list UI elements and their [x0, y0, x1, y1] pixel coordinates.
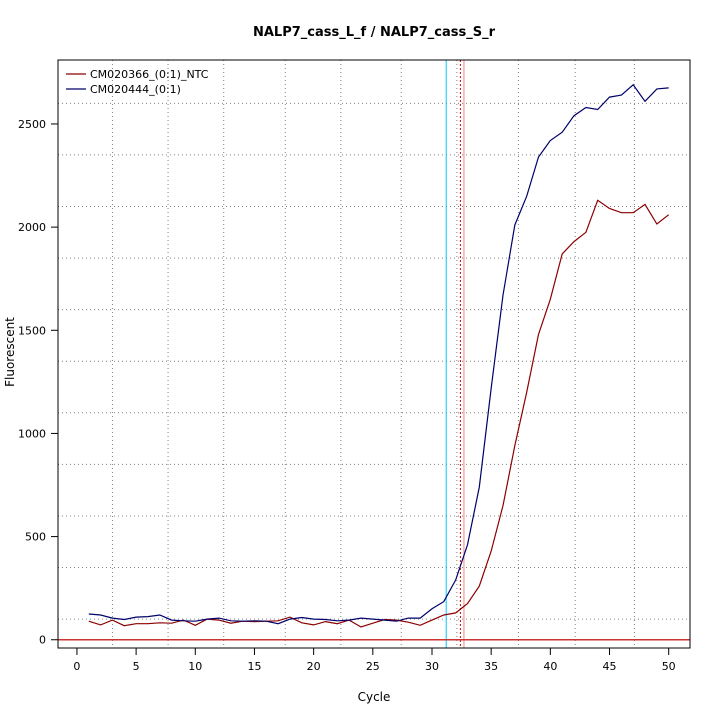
x-tick-label: 0	[73, 660, 80, 673]
reference-lines	[58, 60, 690, 648]
x-tick-label: 30	[425, 660, 439, 673]
series-line	[88, 83, 669, 625]
legend-label: CM020366_(0:1)_NTC	[90, 68, 209, 81]
x-tick-label: 10	[188, 660, 202, 673]
x-axis-label: Cycle	[358, 690, 391, 704]
x-tick-label: 20	[307, 660, 321, 673]
chart-title: NALP7_cass_L_f / NALP7_cass_S_r	[253, 25, 496, 40]
y-tick-label: 1000	[18, 427, 46, 440]
x-tick-label: 50	[662, 660, 676, 673]
x-tick-label: 5	[133, 660, 140, 673]
series-lines	[88, 83, 670, 628]
x-tick-label: 40	[543, 660, 557, 673]
y-tick-label: 2000	[18, 221, 46, 234]
legend-label: CM020444_(0:1)	[90, 83, 181, 96]
y-tick-label: 2500	[18, 118, 46, 131]
x-tick-label: 35	[484, 660, 498, 673]
y-tick-label: 500	[25, 531, 46, 544]
x-tick-label: 25	[366, 660, 380, 673]
x-tick-label: 15	[247, 660, 261, 673]
y-tick-label: 1500	[18, 324, 46, 337]
y-axis-label: Fluorescent	[3, 317, 17, 387]
legend: CM020366_(0:1)_NTC CM020444_(0:1)	[66, 68, 209, 96]
y-tick-label: 0	[39, 634, 46, 647]
x-tick-label: 45	[603, 660, 617, 673]
